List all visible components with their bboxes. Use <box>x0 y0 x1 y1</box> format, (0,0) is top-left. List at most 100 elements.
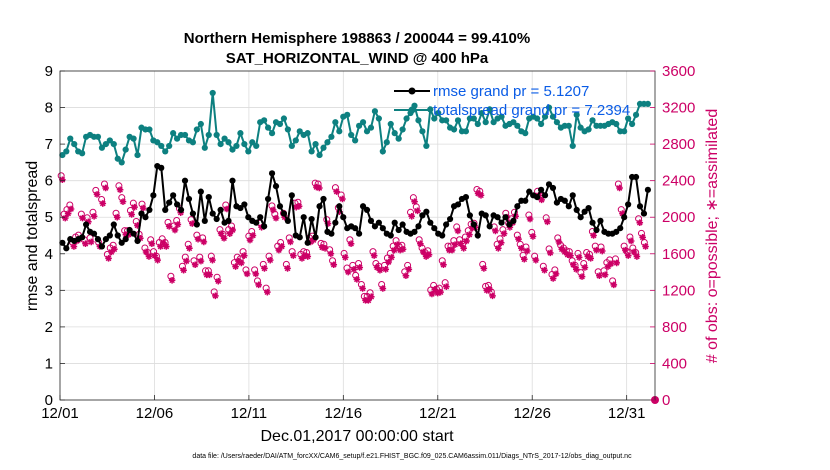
obs-assimilated-point <box>206 271 213 279</box>
obs-assimilated-point <box>466 231 473 238</box>
totalspread-point <box>233 142 240 150</box>
rmse-point <box>443 221 450 228</box>
obs-assimilated-point <box>131 203 138 211</box>
obs-assimilated-point <box>402 272 410 280</box>
totalspread-point <box>98 144 106 151</box>
obs-assimilated-point <box>561 248 569 256</box>
x-tick-label: 12/31 <box>608 405 646 422</box>
rmse-point <box>217 206 224 214</box>
rmse-point <box>474 232 481 239</box>
obs-assimilated-point <box>604 263 612 270</box>
totalspread-point <box>545 104 553 111</box>
obs-assimilated-point <box>546 249 554 257</box>
obs-assimilated-point <box>154 256 161 264</box>
rmse-point <box>177 206 185 214</box>
obs-assimilated-point <box>330 261 338 269</box>
totalspread-point <box>395 135 402 142</box>
totalspread-point <box>585 126 592 133</box>
x-tick-label: 12/06 <box>136 405 174 422</box>
obs-assimilated-point <box>425 251 433 258</box>
rmse-point <box>482 212 489 219</box>
obs-assimilated-point <box>529 233 537 240</box>
obs-assimilated-point <box>226 230 234 237</box>
obs-assimilated-point <box>191 261 199 269</box>
obs-assimilated-point <box>544 218 551 226</box>
totalspread-point <box>193 126 200 133</box>
totalspread-point <box>197 120 204 128</box>
obs-assimilated-point <box>200 238 208 246</box>
y-tick-label: 6 <box>45 173 53 190</box>
totalspread-point <box>379 148 386 155</box>
rmse-point <box>189 210 197 217</box>
rmse-point <box>308 215 315 223</box>
totalspread-point <box>229 146 236 153</box>
obs-assimilated-point <box>186 244 193 252</box>
obs-assimilated-point <box>607 260 615 268</box>
totalspread-point <box>225 139 232 146</box>
obs-assimilated-point <box>82 240 89 248</box>
rmse-point <box>565 203 572 210</box>
obs-assimilated-point <box>564 251 571 258</box>
rmse-point <box>446 215 454 223</box>
totalspread-point <box>383 139 390 146</box>
totalspread-point <box>628 120 636 128</box>
obs-assimilated-point <box>240 252 248 259</box>
totalspread-point <box>537 120 545 128</box>
rmse-point <box>201 217 208 224</box>
y-axis-label: rmse and totalspread <box>24 161 41 311</box>
obs-assimilated-point <box>622 246 629 254</box>
rmse-point <box>296 234 303 241</box>
obs-assimilated-point <box>552 270 560 278</box>
rmse-point <box>522 197 529 204</box>
rmse-point <box>193 221 200 228</box>
obs-assimilated-point <box>318 244 326 251</box>
obs-assimilated-point <box>376 266 384 274</box>
totalspread-point <box>359 119 367 126</box>
obs-assimilated-point <box>642 243 649 250</box>
obs-assimilated-point <box>388 254 395 261</box>
totalspread-point <box>522 130 529 137</box>
totalspread-point <box>332 119 339 126</box>
rmse-spread-series <box>59 89 652 252</box>
y-tick-label: 4 <box>45 246 53 263</box>
obs-assimilated-point <box>333 188 340 195</box>
y-tick-label: 1 <box>45 355 53 372</box>
obs-assimilated-point <box>70 243 78 250</box>
obs-assimilated-point <box>541 266 548 274</box>
totalspread-point <box>363 128 371 135</box>
obs-assimilated-point <box>168 276 176 284</box>
obs-assimilated-point <box>437 288 444 296</box>
rmse-point <box>431 225 438 232</box>
obs-assimilated-point <box>454 227 462 235</box>
rmse-point <box>332 219 339 226</box>
totalspread-point <box>541 113 549 120</box>
rmse-point <box>272 183 280 190</box>
totalspread-point <box>189 139 197 146</box>
rmse-point <box>423 208 430 215</box>
obs-assimilated-point <box>157 243 164 250</box>
rmse-point <box>399 221 406 228</box>
y2-tick-label: 1200 <box>662 282 695 299</box>
rmse-point <box>636 203 644 210</box>
rmse-point <box>470 221 477 228</box>
totalspread-point <box>324 139 331 146</box>
rmse-point <box>304 239 311 246</box>
x-tick-label: 12/01 <box>41 405 79 422</box>
obs-assimilated-point <box>64 210 72 217</box>
obs-assimilated-point <box>584 253 592 260</box>
obs-assimilated-point <box>180 266 187 274</box>
obs-assimilated-point <box>399 245 407 253</box>
obs-assimilated-point <box>570 261 577 269</box>
rmse-point <box>170 192 177 199</box>
obs-assimilated-point <box>287 238 294 246</box>
obs-assimilated-point <box>575 254 583 261</box>
obs-assimilated-point <box>119 198 127 205</box>
rmse-point <box>213 215 220 223</box>
obs-assimilated-point <box>457 240 465 248</box>
totalspread-point <box>63 148 70 155</box>
rmse-point <box>158 164 165 171</box>
totalspread-point <box>130 135 137 142</box>
obs-assimilated-point <box>515 235 522 243</box>
totalspread-point <box>478 109 485 117</box>
